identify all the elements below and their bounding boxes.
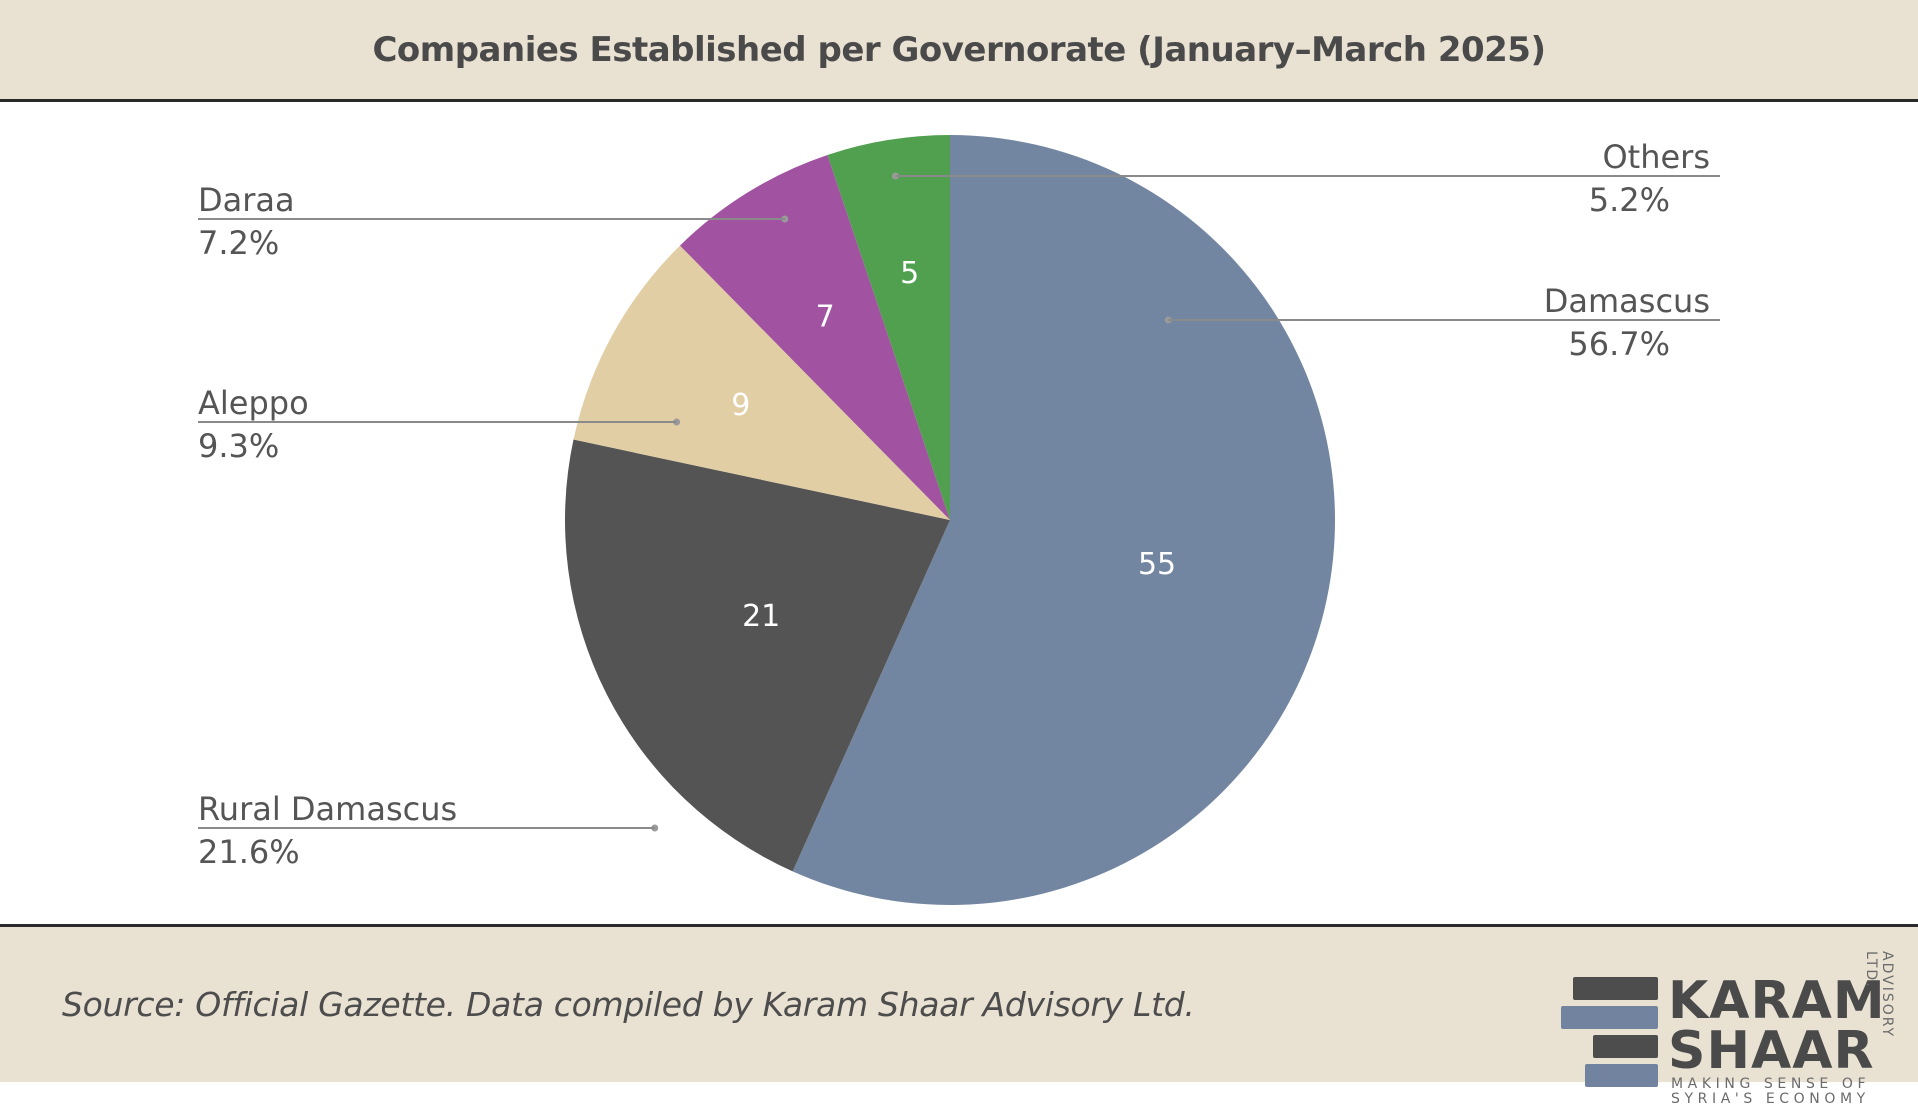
legend-percent-damascus: 56.7%	[1568, 325, 1670, 363]
logo-bar-1	[1573, 977, 1658, 1000]
logo-bar-3	[1593, 1035, 1658, 1058]
logo-word-karam: KARAM	[1668, 971, 1886, 1031]
source-note: Source: Official Gazette. Data compiled …	[62, 985, 1195, 1024]
logo-word-shaar: SHAAR	[1668, 1021, 1875, 1081]
legend-label-rural-damascus: Rural Damascus	[198, 790, 457, 828]
legend-label-others: Others	[1602, 138, 1710, 176]
legend-percent-aleppo: 9.3%	[198, 427, 279, 465]
chart-header: Companies Established per Governorate (J…	[0, 0, 1918, 102]
chart-title: Companies Established per Governorate (J…	[372, 29, 1546, 70]
pie-slice-aleppo	[573, 245, 950, 520]
slice-value-label: 55	[1138, 547, 1176, 582]
legend-percent-rural-damascus: 21.6%	[198, 833, 300, 871]
slice-value-label: 9	[731, 388, 750, 423]
slice-value-label: 5	[900, 256, 919, 291]
pie-slice-daraa	[679, 155, 950, 520]
pie-slice-others	[827, 135, 950, 520]
logo-tagline-2: SYRIA'S ECONOMY	[1671, 1091, 1870, 1107]
slice-value-label: 7	[816, 300, 835, 335]
brand-logo: KARAM SHAAR MAKING SENSE OF SYRIA'S ECON…	[1555, 949, 1895, 1106]
legend-label-damascus: Damascus	[1544, 282, 1710, 320]
pie-chart: 55 Damascus 56.7% 21 Rural Damascus 21.6% 9 Ale…	[198, 135, 1720, 906]
legend-percent-others: 5.2%	[1589, 181, 1670, 219]
pie-slice-damascus	[792, 135, 1335, 906]
logo-tagline-1: MAKING SENSE OF	[1671, 1076, 1871, 1092]
logo-bar-4	[1585, 1064, 1658, 1087]
legend-percent-daraa: 7.2%	[198, 224, 279, 262]
logo-vertical-text: ADVISORY LTD.	[1863, 951, 1895, 1039]
chart-footer: Source: Official Gazette. Data compiled …	[0, 924, 1918, 1106]
legend-label-daraa: Daraa	[198, 181, 295, 219]
pie-slice-rural-damascus	[564, 439, 950, 872]
logo-bar-2	[1561, 1006, 1658, 1029]
legend-label-aleppo: Aleppo	[198, 384, 309, 422]
plot-area: 55 Damascus 56.7% 21 Rural Damascus 21.6% 9 Ale…	[0, 102, 1918, 924]
slice-value-label: 21	[742, 599, 780, 634]
